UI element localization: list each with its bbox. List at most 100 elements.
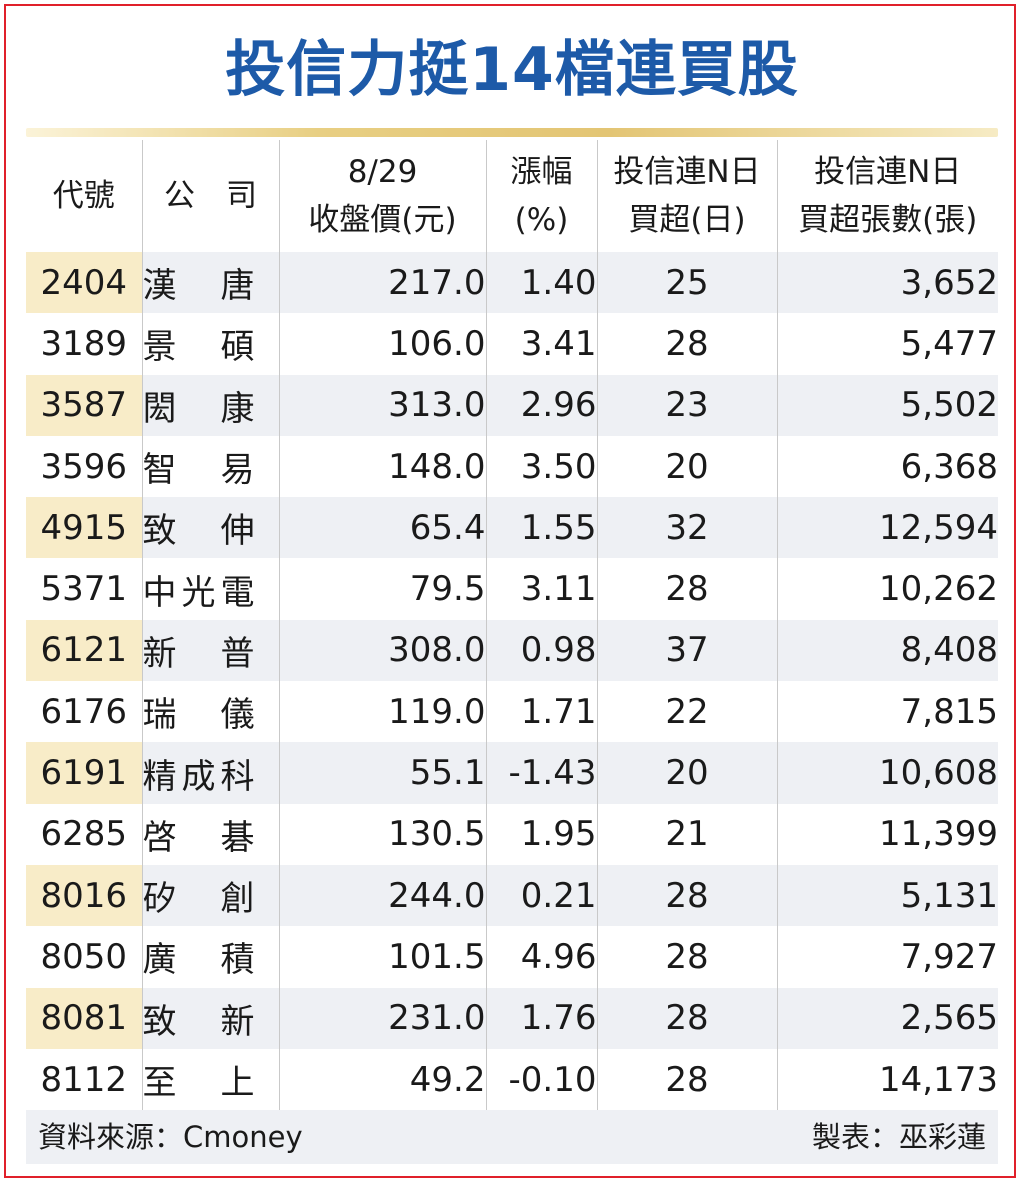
buy-days: 22 bbox=[596, 681, 777, 743]
company-name: 智易 bbox=[142, 450, 255, 491]
company-name: 景碩 bbox=[142, 327, 255, 368]
stock-code: 8050 bbox=[26, 926, 142, 988]
page-frame bbox=[4, 4, 1016, 1178]
buy-days: 37 bbox=[596, 619, 777, 682]
buy-lots: 5,131 bbox=[776, 864, 998, 927]
data-source: 資料來源：Cmoney bbox=[38, 1120, 303, 1154]
stock-code: 5371 bbox=[26, 558, 142, 620]
buy-days: 32 bbox=[596, 497, 777, 559]
buy-days: 21 bbox=[596, 803, 777, 865]
header-days-label: 投信連N日 bbox=[613, 154, 761, 190]
closing-price: 106.0 bbox=[278, 313, 486, 375]
header-code-label: 代號 bbox=[52, 178, 115, 214]
table-row: 8016 矽創 244.0 0.21 28 5,131 bbox=[26, 864, 998, 927]
buy-days: 28 bbox=[596, 987, 777, 1049]
header-code: 代號 bbox=[26, 140, 142, 252]
buy-lots: 7,927 bbox=[776, 926, 998, 988]
price-change: 1.40 bbox=[485, 252, 597, 314]
stock-code: 6176 bbox=[26, 681, 142, 743]
company-name-cell: 中光電 bbox=[141, 558, 279, 620]
table-row: 6176 瑞儀 119.0 1.71 22 7,815 bbox=[26, 681, 998, 743]
price-change: 0.98 bbox=[485, 619, 597, 682]
buy-lots: 8,408 bbox=[776, 619, 998, 682]
header-change-label: 漲幅 bbox=[510, 154, 573, 190]
price-change: 2.96 bbox=[485, 374, 597, 436]
header-price-date: 8/29 bbox=[347, 154, 418, 190]
table-row: 2404 漢唐 217.0 1.40 25 3,652 bbox=[26, 252, 998, 314]
price-change: 4.96 bbox=[485, 926, 597, 988]
stock-code: 6121 bbox=[26, 619, 142, 682]
closing-price: 55.1 bbox=[278, 742, 486, 804]
table-row: 3587 閎康 313.0 2.96 23 5,502 bbox=[26, 374, 998, 436]
company-name-cell: 閎康 bbox=[141, 374, 279, 436]
company-name-cell: 瑞儀 bbox=[141, 681, 279, 743]
closing-price: 119.0 bbox=[278, 681, 486, 743]
buy-lots: 2,565 bbox=[776, 987, 998, 1049]
buy-days: 23 bbox=[596, 374, 777, 436]
company-name: 廣積 bbox=[142, 940, 255, 981]
header-lots: 投信連N日 買超張數(張) bbox=[776, 140, 998, 252]
table-row: 3189 景碩 106.0 3.41 28 5,477 bbox=[26, 313, 998, 375]
table-row: 8050 廣積 101.5 4.96 28 7,927 bbox=[26, 926, 998, 988]
company-name-cell: 智易 bbox=[141, 435, 279, 498]
table-row: 4915 致伸 65.4 1.55 32 12,594 bbox=[26, 497, 998, 559]
buy-lots: 5,477 bbox=[776, 313, 998, 375]
header-company: 公 司 bbox=[141, 140, 279, 252]
closing-price: 244.0 bbox=[278, 864, 486, 927]
buy-lots: 6,368 bbox=[776, 435, 998, 498]
buy-lots: 5,502 bbox=[776, 374, 998, 436]
table-footer: 資料來源：Cmoney 製表：巫彩蓮 bbox=[26, 1110, 998, 1164]
stock-code: 3189 bbox=[26, 313, 142, 375]
stock-table: 代號 公 司 8/29 收盤價(元) 漲幅 (%) 投信連N日 買超(日) 投信… bbox=[26, 140, 998, 1111]
price-change: 1.55 bbox=[485, 497, 597, 559]
table-row: 8112 至上 49.2 -0.10 28 14,173 bbox=[26, 1048, 998, 1111]
closing-price: 148.0 bbox=[278, 435, 486, 498]
closing-price: 217.0 bbox=[278, 252, 486, 314]
price-change: 1.95 bbox=[485, 803, 597, 865]
header-lots-label: 投信連N日 bbox=[814, 154, 962, 190]
company-name: 漢唐 bbox=[142, 266, 255, 307]
closing-price: 231.0 bbox=[278, 987, 486, 1049]
company-name-cell: 致新 bbox=[141, 987, 279, 1049]
price-change: 3.11 bbox=[485, 558, 597, 620]
company-name: 新普 bbox=[142, 633, 255, 674]
stock-code: 2404 bbox=[26, 252, 142, 314]
closing-price: 65.4 bbox=[278, 497, 486, 559]
title-divider bbox=[26, 128, 998, 137]
header-change-unit: (%) bbox=[514, 202, 569, 238]
closing-price: 130.5 bbox=[278, 803, 486, 865]
buy-days: 20 bbox=[596, 742, 777, 804]
company-name-cell: 矽創 bbox=[141, 864, 279, 927]
header-company-label: 公 司 bbox=[164, 178, 257, 214]
company-name: 致伸 bbox=[142, 511, 255, 552]
stock-code: 8112 bbox=[26, 1048, 142, 1111]
table-row: 6121 新普 308.0 0.98 37 8,408 bbox=[26, 619, 998, 682]
company-name-cell: 景碩 bbox=[141, 313, 279, 375]
buy-days: 28 bbox=[596, 864, 777, 927]
stock-code: 4915 bbox=[26, 497, 142, 559]
company-name: 閎康 bbox=[142, 388, 255, 429]
header-price: 8/29 收盤價(元) bbox=[278, 140, 486, 252]
buy-lots: 10,262 bbox=[776, 558, 998, 620]
buy-days: 28 bbox=[596, 313, 777, 375]
buy-lots: 12,594 bbox=[776, 497, 998, 559]
stock-code: 8081 bbox=[26, 987, 142, 1049]
company-name: 至上 bbox=[142, 1063, 255, 1103]
company-name-cell: 漢唐 bbox=[141, 252, 279, 314]
table-row: 3596 智易 148.0 3.50 20 6,368 bbox=[26, 435, 998, 498]
closing-price: 101.5 bbox=[278, 926, 486, 988]
buy-lots: 3,652 bbox=[776, 252, 998, 314]
buy-lots: 10,608 bbox=[776, 742, 998, 804]
company-name-cell: 新普 bbox=[141, 619, 279, 682]
closing-price: 49.2 bbox=[278, 1048, 486, 1111]
price-change: 3.50 bbox=[485, 435, 597, 498]
price-change: -0.10 bbox=[485, 1048, 597, 1111]
company-name: 矽創 bbox=[142, 879, 255, 920]
header-days-unit: 買超(日) bbox=[628, 202, 746, 238]
price-change: -1.43 bbox=[485, 742, 597, 804]
header-price-label: 收盤價(元) bbox=[308, 202, 457, 238]
company-name: 精成科 bbox=[142, 756, 255, 797]
header-lots-unit: 買超張數(張) bbox=[798, 202, 978, 238]
table-row: 8081 致新 231.0 1.76 28 2,565 bbox=[26, 987, 998, 1049]
company-name: 中光電 bbox=[142, 572, 255, 613]
